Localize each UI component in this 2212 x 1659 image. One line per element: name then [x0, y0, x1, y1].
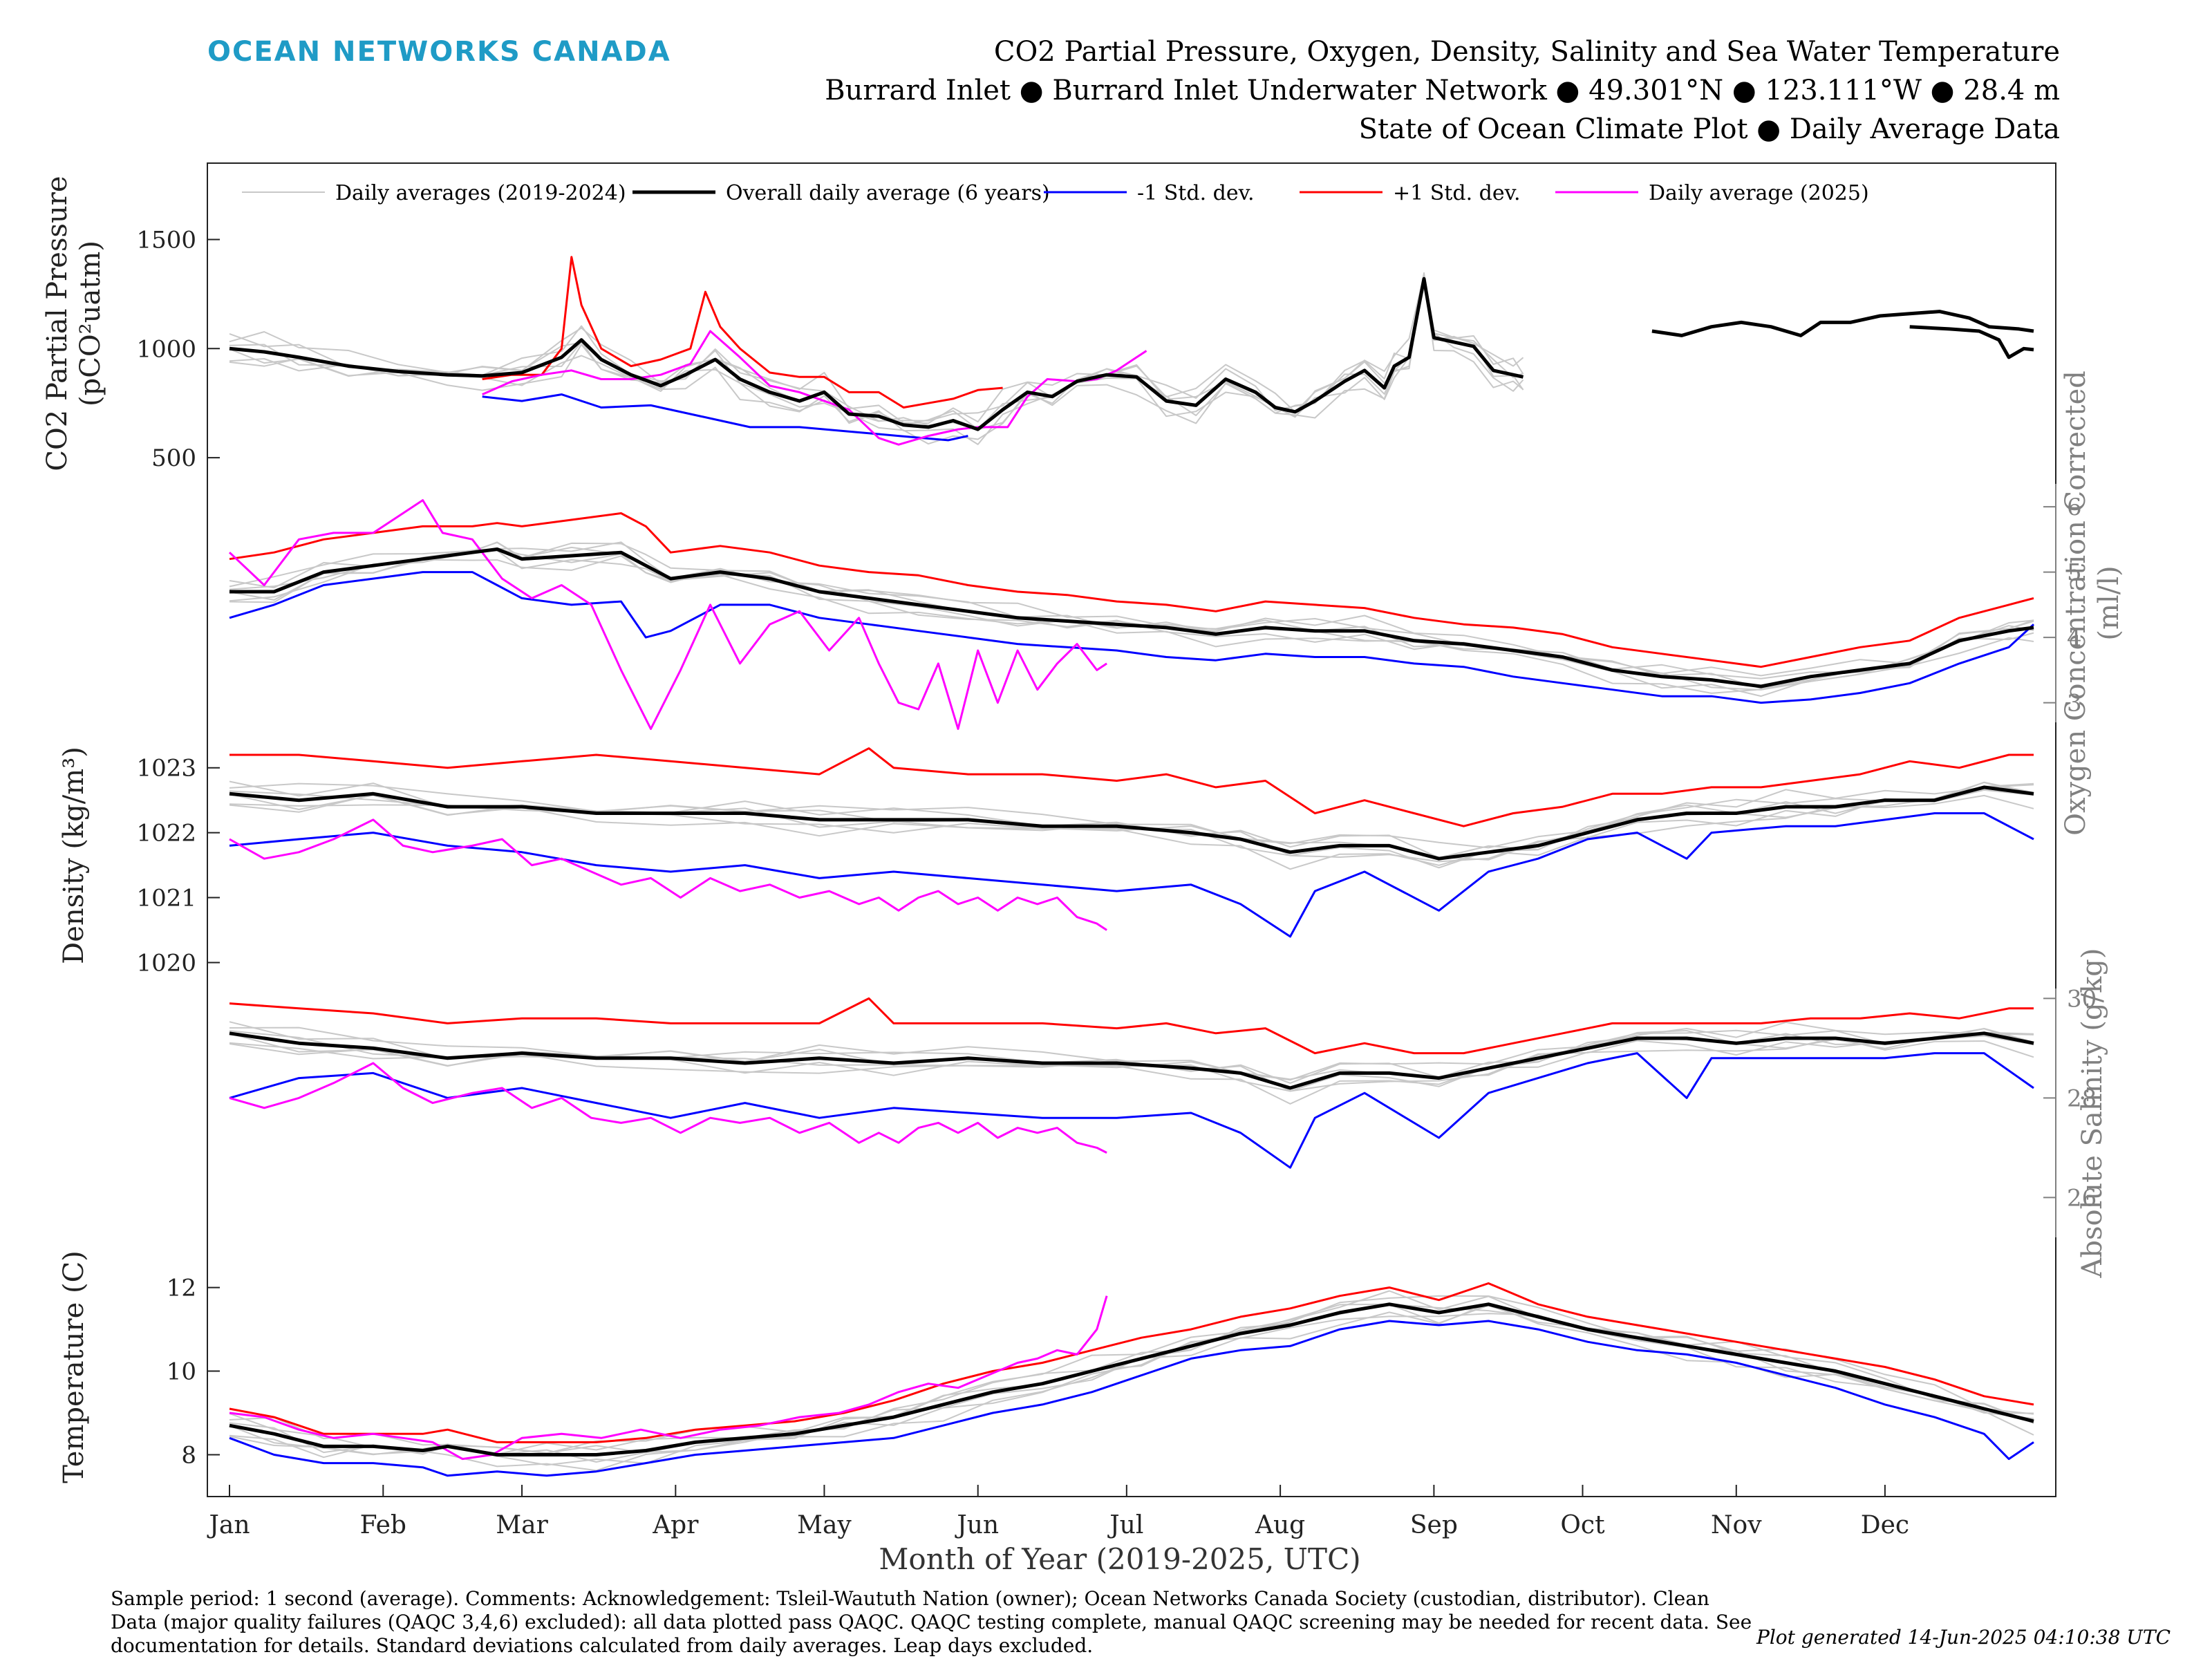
x-tick-label-oct: Oct — [1560, 1511, 1605, 1539]
oxygen-y-label: Oxygen Concentration Corrected — [2060, 371, 2092, 836]
co2-y-tick-label: 1500 — [136, 226, 196, 254]
panel-temperature: 8 10 12 Temperature (C) — [58, 1237, 2034, 1497]
x-axis-label: Month of Year (2019-2025, UTC) — [879, 1542, 1360, 1576]
chart-subtitle-type: State of Ocean Climate Plot ● Daily Aver… — [1358, 113, 2060, 145]
oxygen-historical-line — [229, 555, 2034, 694]
temperature-y-tick-label: 10 — [167, 1358, 196, 1386]
co2-historical-line — [229, 276, 1524, 445]
temperature-current-2025-line — [229, 1295, 1108, 1461]
generated-timestamp: Plot generated 14-Jun-2025 04:10:38 UTC — [1756, 1626, 2171, 1649]
density-y-label: Density (kg/m³) — [58, 747, 90, 964]
co2-historical-line — [229, 274, 1524, 431]
co2-historical-line — [229, 272, 1524, 422]
x-tick-label-nov: Nov — [1711, 1511, 1762, 1539]
oxygen-y-tick-label: 6 — [2067, 494, 2082, 521]
co2-mean-late-line — [1651, 310, 2034, 337]
x-tick-label-aug: Aug — [1255, 1511, 1305, 1539]
salinity-mean-line — [229, 1031, 2034, 1090]
density-y-tick-label: 1021 — [136, 885, 196, 912]
oxygen-plus-sd-line — [229, 512, 2034, 668]
legend-label: Daily averages (2019-2024) — [335, 181, 626, 205]
chart-title: CO2 Partial Pressure, Oxygen, Density, S… — [993, 36, 2060, 68]
x-tick-label-dec: Dec — [1861, 1511, 1909, 1539]
panel-co2: 500 1000 1500 CO2 Partial Pressure (pCO²uatm… — [41, 163, 2034, 484]
chart-subtitle-location: Burrard Inlet ● Burrard Inlet Underwater… — [825, 75, 2060, 106]
co2-historical-line — [229, 286, 1524, 431]
oxygen-y-tick-label: 5 — [2067, 559, 2082, 587]
density-historical-line — [229, 782, 2034, 849]
co2-current-2025-line — [482, 330, 1147, 446]
x-axis: Jan Feb Mar Apr May Jun Jul Aug Sep Oct Nov Dec — [206, 1485, 1909, 1539]
panel-density: 1020 1021 1022 1023 Density (kg/m³) — [58, 722, 2034, 988]
co2-y-tick-label: 500 — [151, 444, 196, 472]
density-historical-line — [229, 794, 2034, 870]
oxygen-historical-line — [229, 541, 2034, 679]
x-tick-label-may: May — [797, 1511, 852, 1539]
temperature-historical-line — [229, 1303, 2034, 1472]
oxygen-y-tick-label: 4 — [2067, 624, 2082, 652]
density-historical-line — [229, 782, 2034, 861]
oxygen-historical-line — [229, 541, 2034, 677]
density-plus-sd-line — [229, 747, 2034, 827]
density-mean-line — [229, 785, 2034, 861]
x-tick-label-jul: Jul — [1107, 1511, 1143, 1539]
temperature-plus-sd-line — [229, 1282, 2034, 1443]
x-tick-label-apr: Apr — [652, 1511, 699, 1539]
salinity-plus-sd-line — [229, 997, 2034, 1055]
density-minus-sd-line — [229, 812, 2034, 938]
x-tick-label-feb: Feb — [360, 1511, 406, 1539]
co2-mean-end-line — [1909, 325, 2034, 359]
oxygen-y-tick-label: 3 — [2067, 690, 2082, 718]
salinity-historical-line — [229, 1021, 2034, 1081]
density-y-tick-label: 1022 — [136, 820, 196, 847]
salinity-historical-line — [229, 1021, 2034, 1084]
x-tick-label-jun: Jun — [954, 1511, 999, 1539]
temperature-historical-line — [229, 1295, 2034, 1454]
density-current-2025-line — [229, 818, 1107, 931]
co2-plus-sd-line — [482, 256, 1003, 409]
x-tick-label-sep: Sep — [1410, 1511, 1458, 1539]
salinity-y-label: Absolute Salinity (g/kg) — [2077, 948, 2108, 1278]
salinity-historical-line — [229, 1037, 2034, 1105]
legend-label: Overall daily average (6 years) — [726, 181, 1050, 205]
co2-y-label: CO2 Partial Pressure — [41, 176, 73, 471]
salinity-y-tick-label: 28 — [2067, 1085, 2097, 1112]
salinity-current-2025-line — [229, 1062, 1107, 1154]
density-y-tick-label: 1020 — [136, 949, 196, 977]
co2-minus-sd-line — [482, 393, 968, 442]
x-tick-label-jan: Jan — [206, 1511, 250, 1539]
brand-logo-text: OCEAN NETWORKS CANADA — [207, 36, 671, 68]
co2-historical-line — [229, 274, 1524, 424]
oxygen-y-label: (ml/l) — [2093, 565, 2125, 640]
temperature-mean-line — [229, 1302, 2034, 1456]
footer-notes: Sample period: 1 second (average). Comme… — [111, 1587, 1752, 1657]
temperature-minus-sd-line — [229, 1320, 2034, 1477]
salinity-minus-sd-line — [229, 1052, 2034, 1169]
temperature-y-tick-label: 12 — [167, 1275, 196, 1302]
panels-layer: 500 1000 1500 CO2 Partial Pressure (pCO²uatm… — [41, 162, 2125, 1497]
salinity-y-tick-label: 30 — [2067, 985, 2097, 1013]
temperature-historical-line — [229, 1304, 2034, 1463]
temperature-y-label: Temperature (C) — [58, 1250, 90, 1483]
co2-mean-line — [229, 276, 1524, 431]
oxygen-mean-line — [229, 547, 2034, 688]
density-y-tick-label: 1023 — [136, 755, 196, 782]
legend-label: Daily average (2025) — [1649, 181, 1869, 205]
oxygen-minus-sd-line — [229, 571, 2035, 704]
temperature-historical-line — [229, 1290, 2034, 1455]
temperature-y-tick-label: 8 — [181, 1442, 196, 1470]
co2-y-label: (pCO²uatm) — [75, 241, 106, 406]
salinity-y-tick-label: 26 — [2067, 1184, 2097, 1212]
legend-label: -1 Std. dev. — [1137, 181, 1255, 205]
x-tick-label-mar: Mar — [496, 1511, 548, 1539]
legend: Daily averages (2019-2024) Overall daily … — [242, 181, 1869, 205]
oxygen-current-2025-line — [228, 499, 1107, 730]
co2-y-tick-label: 1000 — [136, 335, 196, 363]
legend-label: +1 Std. dev. — [1393, 181, 1521, 205]
